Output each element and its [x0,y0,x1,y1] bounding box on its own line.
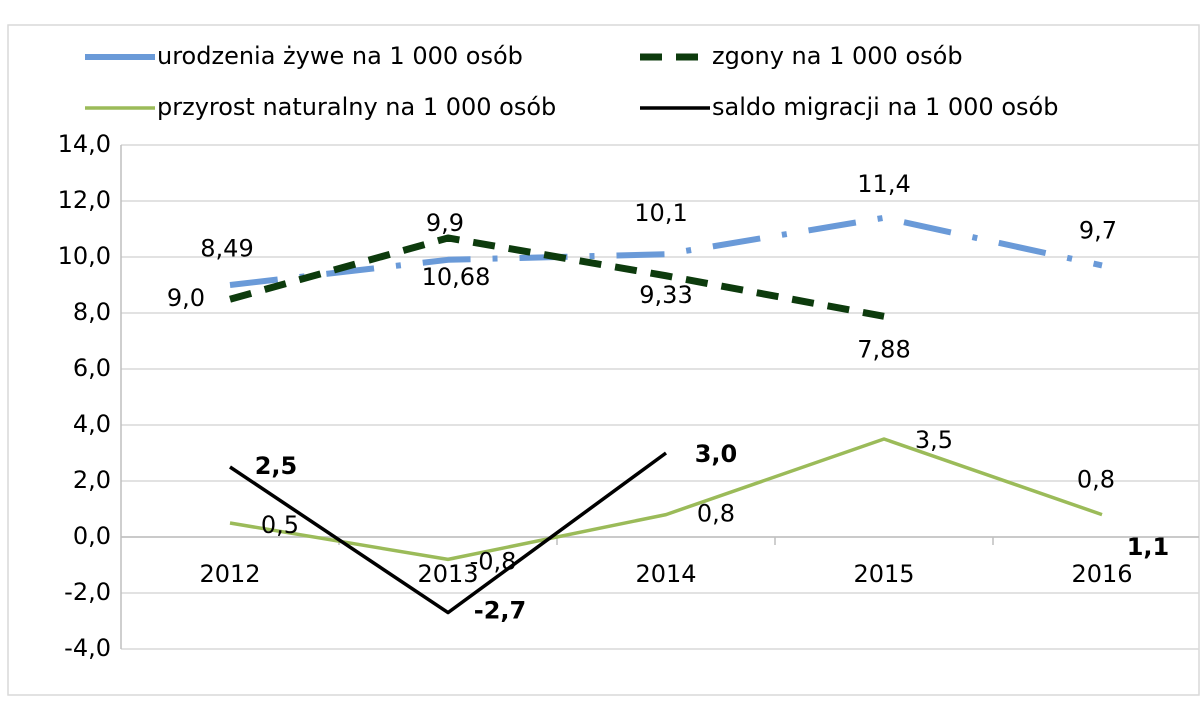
data-label: 3,0 [695,440,738,468]
y-tick-label: 0,0 [73,522,111,550]
x-tick-label: 2012 [199,560,260,588]
x-tick-label: 2013 [417,560,478,588]
data-label: 10,68 [422,263,491,291]
y-tick-label: 14,0 [58,130,111,158]
y-tick-label: 6,0 [73,354,111,382]
data-label: 9,33 [639,281,692,309]
y-tick-label: 4,0 [73,410,111,438]
data-label: 0,8 [697,500,735,528]
y-tick-label: -4,0 [64,634,111,662]
y-tick-label: 10,0 [58,242,111,270]
data-label: 9,7 [1079,216,1117,244]
x-tick-label: 2015 [853,560,914,588]
legend-label: urodzenia żywe na 1 000 osób [157,42,523,70]
series-line [229,451,668,615]
data-label: 0,5 [261,511,299,539]
data-label: -2,7 [474,597,526,625]
x-tick-label: 2014 [635,560,696,588]
data-label: 1,1 [1127,533,1170,561]
series-line [229,234,885,320]
data-label: 9,9 [426,209,464,237]
y-tick-label: 2,0 [73,466,111,494]
data-label: 8,49 [200,234,253,262]
legend-label: przyrost naturalny na 1 000 osób [157,93,556,121]
chart-frame [7,24,1200,696]
series-line [229,437,1103,562]
x-tick-label: 2016 [1071,560,1132,588]
legend-label: zgony na 1 000 osób [712,42,963,70]
legend-label: saldo migracji na 1 000 osób [712,93,1058,121]
y-tick-label: -2,0 [64,578,111,606]
data-label: 2,5 [255,452,298,480]
data-label: 0,8 [1077,466,1115,494]
data-label: 9,0 [167,284,205,312]
data-label: 7,88 [857,335,910,363]
data-label: 10,1 [634,199,687,227]
y-tick-label: 8,0 [73,298,111,326]
data-label: -0,8 [470,547,517,575]
data-label: 3,5 [915,426,953,454]
y-tick-label: 12,0 [58,186,111,214]
data-label: 11,4 [857,170,910,198]
